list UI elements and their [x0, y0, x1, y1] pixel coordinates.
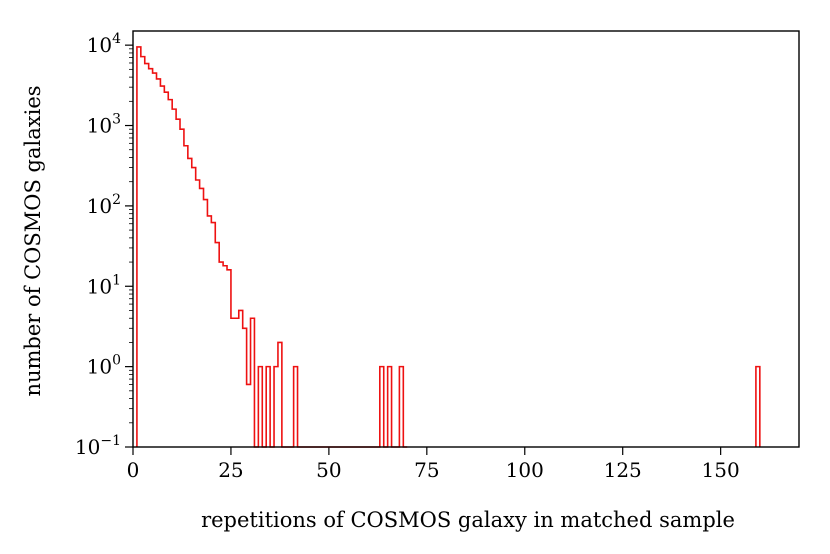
x-tick-label: 75: [414, 458, 439, 482]
y-tick-label-base: 10: [87, 194, 112, 218]
y-tick-label-exponent: 3: [112, 112, 121, 128]
x-tick-label: 25: [218, 458, 243, 482]
y-tick-label-base: 10: [75, 435, 100, 459]
y-tick-label-base: 10: [87, 33, 112, 57]
y-tick-label-exponent: 2: [112, 192, 121, 208]
x-tick-label: 100: [506, 458, 544, 482]
y-tick-label-base: 10: [87, 274, 112, 298]
y-tick-label-exponent: −1: [100, 433, 121, 449]
y-tick-label: 10−1: [75, 433, 121, 459]
y-tick-label: 103: [87, 112, 121, 138]
y-axis-label: number of COSMOS galaxies: [21, 85, 45, 396]
y-tick-label: 104: [87, 31, 121, 57]
y-tick-label-exponent: 1: [112, 272, 121, 288]
y-tick-label-base: 10: [87, 355, 112, 379]
y-tick-label-base: 10: [87, 114, 112, 138]
plot-frame: [132, 30, 800, 448]
x-tick-label: 150: [702, 458, 740, 482]
x-tick-label: 125: [604, 458, 642, 482]
x-axis-ticks: 0 25 50 75 100 125 150: [127, 447, 740, 482]
histogram-step-line: [136, 46, 408, 448]
x-axis-label: repetitions of COSMOS galaxy in matched …: [201, 508, 735, 532]
y-tick-label-exponent: 0: [112, 353, 121, 369]
x-tick-label: 50: [316, 458, 341, 482]
y-tick-label: 100: [87, 353, 121, 379]
histogram-outlier-bar: [755, 365, 761, 447]
y-tick-label: 102: [87, 192, 121, 218]
x-tick-label: 0: [127, 458, 140, 482]
y-tick-label-exponent: 4: [112, 31, 121, 47]
y-tick-label: 101: [87, 272, 121, 298]
